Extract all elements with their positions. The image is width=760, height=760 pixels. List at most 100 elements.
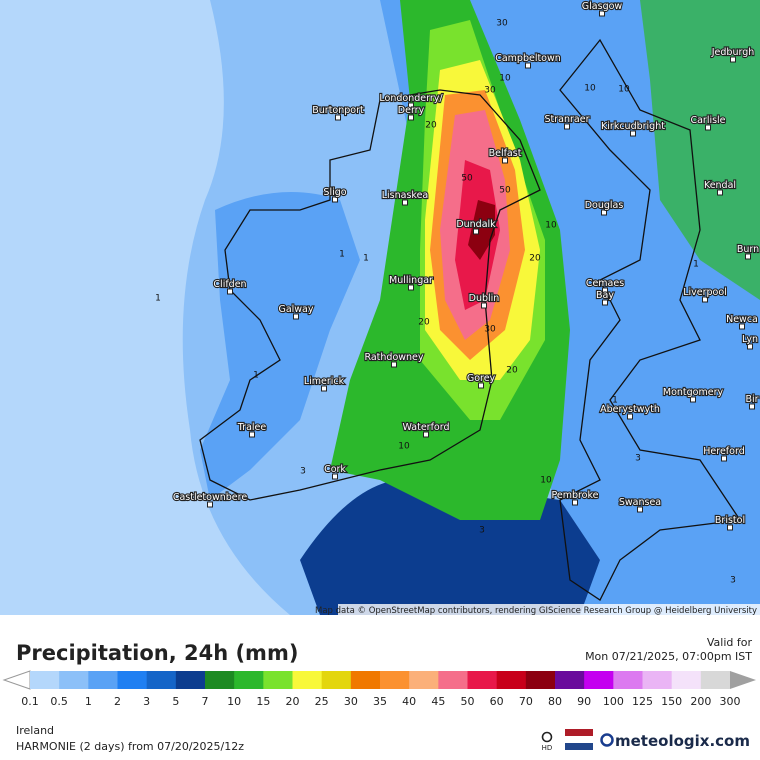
contour-label: 3: [479, 526, 485, 536]
city-marker: [601, 209, 607, 216]
city-marker: [408, 102, 414, 109]
city-label: Swansea: [619, 497, 661, 508]
zoom-icon[interactable]: [541, 731, 553, 743]
city-label: Burtonport: [312, 105, 364, 116]
attribution-bg: [338, 604, 760, 615]
legend-swatch: [117, 671, 148, 689]
city-marker: [602, 299, 608, 306]
legend-swatch: [409, 671, 439, 689]
legend-label: 0.1: [21, 695, 39, 708]
city-label: Londonderry/: [379, 93, 443, 104]
legend-label: 2: [114, 695, 121, 708]
city-marker: [227, 288, 233, 295]
city-label: Hereford: [703, 446, 744, 457]
legend-label: 40: [402, 695, 416, 708]
city-marker: [717, 189, 723, 196]
city-label: Tralee: [237, 422, 267, 433]
city-label: Kendal: [704, 180, 736, 191]
light-area: [0, 0, 290, 615]
legend-swatch: [438, 671, 468, 689]
city-marker: [402, 199, 408, 206]
city-marker: [335, 114, 341, 121]
legend-swatch: [496, 671, 527, 689]
city-marker: [207, 501, 213, 508]
legend-swatch: [175, 671, 206, 689]
contour-label: 10: [618, 85, 630, 95]
city-label: Newca: [726, 314, 758, 325]
city-label: Douglas: [585, 200, 624, 211]
legend-swatch: [88, 671, 118, 689]
contour-label: 1: [693, 260, 699, 270]
contour-label: 20: [425, 121, 437, 131]
legend: 0.1 0.5 1 2 3 5 7 10 15 20 25 30 35 40 45 50 60 70 80 90 100…: [2, 670, 756, 708]
footer: Precipitation, 24h (mm) Valid for Mon 07…: [2, 636, 756, 753]
region: Ireland: [16, 724, 54, 737]
coast-ireland: [199, 89, 541, 501]
legend-label: 0.5: [50, 695, 68, 708]
legend-arrow-low: [2, 670, 31, 690]
city-label: Montgomery: [663, 387, 724, 398]
city-marker: [702, 296, 708, 303]
contour-label: 3: [635, 454, 641, 464]
legend-swatch: [613, 671, 643, 689]
city-marker: [572, 499, 578, 506]
valid-time: Mon 07/21/2025, 07:00pm IST: [585, 650, 752, 663]
flag-blue[interactable]: [565, 743, 593, 750]
city-label: Kirkcudbright: [601, 121, 665, 132]
city-label: Dundalk: [456, 219, 496, 230]
contour-label: 3: [730, 576, 736, 586]
city-marker: [602, 287, 608, 294]
legend-label: 50: [461, 695, 475, 708]
contour-label: 30: [484, 86, 496, 96]
legend-label: 200: [690, 695, 711, 708]
city-marker: [321, 385, 327, 392]
city-label: Stranraer: [545, 114, 590, 125]
legend-label: 10: [227, 695, 241, 708]
city-marker: [690, 396, 696, 403]
city-label: Lisnaskea: [382, 190, 429, 201]
legend-label: 15: [256, 695, 270, 708]
city-marker: [293, 313, 299, 320]
attribution: Map data © OpenStreetMap contributors, r…: [315, 606, 757, 616]
city-label: Liverpool: [683, 287, 727, 298]
contour-label: 20: [506, 366, 518, 376]
city-label: Jedburgh: [711, 47, 755, 58]
legend-label: 80: [548, 695, 562, 708]
legend-swatch: [205, 671, 235, 689]
legend-swatch: [30, 671, 60, 689]
contour-label: 30: [484, 325, 496, 335]
city-label: Waterford: [402, 422, 449, 433]
city-label: Carlisle: [690, 115, 725, 126]
brand-logo: [600, 733, 614, 747]
legend-label: 25: [315, 695, 329, 708]
city-label: Dublin: [469, 293, 500, 304]
city-marker: [745, 253, 751, 260]
contour-label: 20: [418, 318, 430, 328]
city-marker: [332, 196, 338, 203]
legend-label: 5: [172, 695, 179, 708]
legend-swatch: [380, 671, 410, 689]
city-label: Bir: [745, 394, 758, 405]
city-marker: [630, 130, 636, 137]
city-marker: [747, 343, 753, 350]
legend-label: 100: [603, 695, 624, 708]
dark-core: [468, 200, 495, 260]
flag-red[interactable]: [565, 729, 593, 736]
hd-label[interactable]: HD: [542, 744, 553, 752]
legend-label: 125: [632, 695, 653, 708]
legend-swatch: [467, 671, 498, 689]
legend-swatch: [700, 671, 731, 689]
contour-label: 1: [253, 371, 259, 381]
city-marker: [730, 56, 736, 63]
legend-swatch: [642, 671, 673, 689]
city-marker: [749, 403, 755, 410]
city-label: Burn: [737, 244, 759, 255]
city-marker: [502, 157, 508, 164]
contour-label: 3: [300, 467, 306, 477]
city-label: Bristol: [715, 515, 745, 526]
contour-label: 10: [499, 74, 511, 84]
city-marker: [739, 323, 745, 330]
contour-label: 10: [540, 476, 552, 486]
flag-white[interactable]: [565, 736, 593, 743]
